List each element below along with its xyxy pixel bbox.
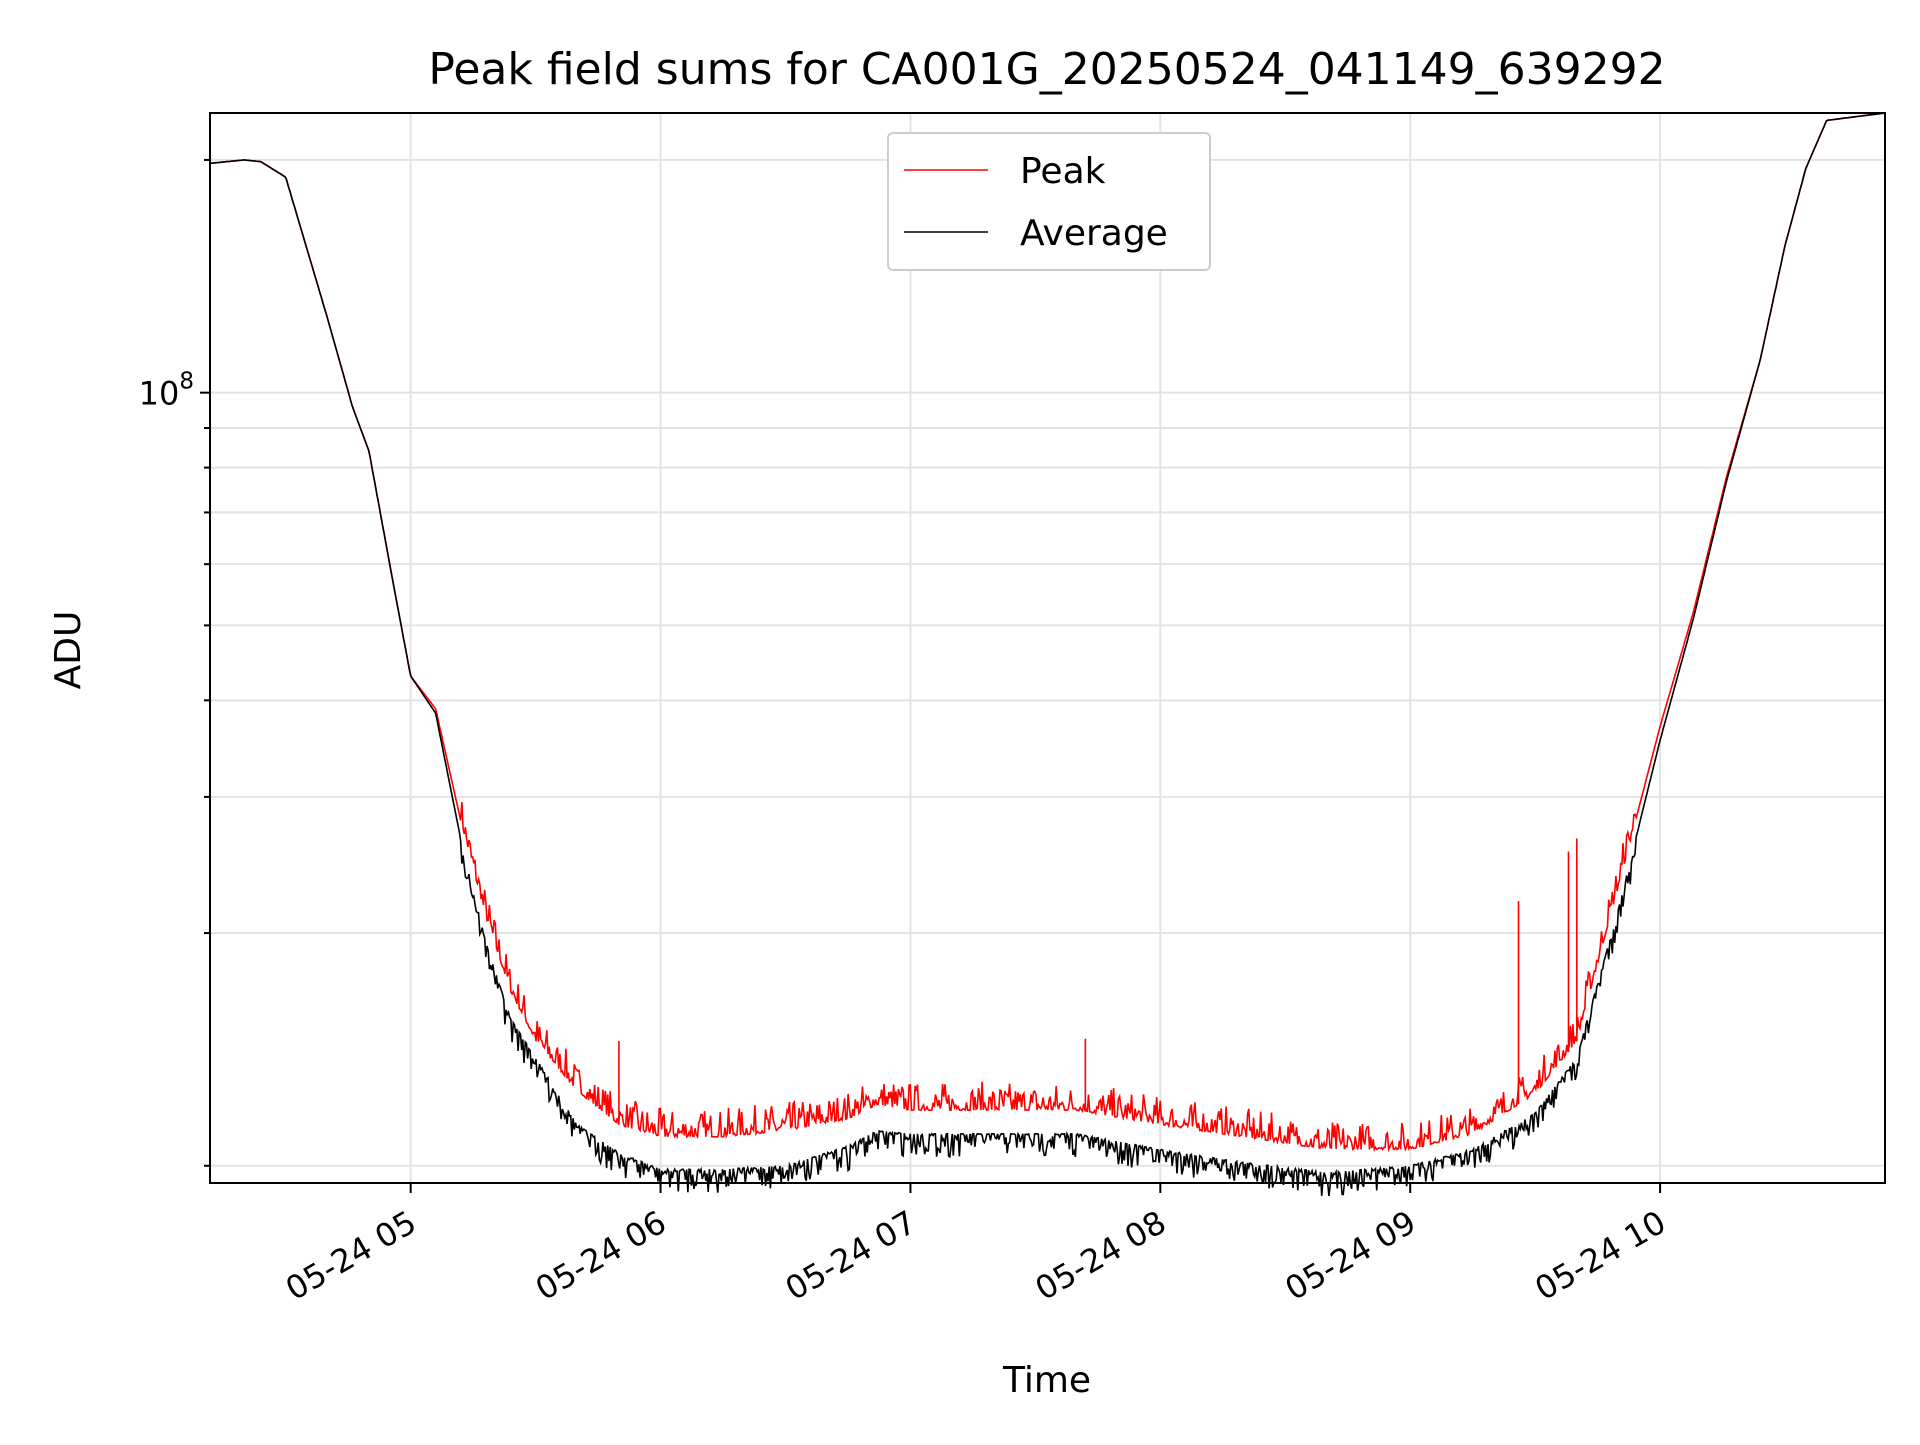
legend-label-peak: Peak (1020, 151, 1106, 192)
legend-label-average: Average (1020, 213, 1168, 254)
series-average-line (210, 112, 1886, 1197)
x-axis-label: Time (1002, 1360, 1091, 1401)
y-tick-label: 108 (139, 369, 194, 413)
series-peak-line (210, 112, 1886, 1153)
chart-title: Peak field sums for CA001G_20250524_0411… (428, 44, 1665, 95)
plot-frame (209, 112, 1886, 1184)
legend-box (887, 132, 1211, 271)
series-layer (210, 112, 1886, 1197)
legend: Peak Average (887, 132, 1211, 271)
y-axis-label: ADU (48, 611, 89, 690)
